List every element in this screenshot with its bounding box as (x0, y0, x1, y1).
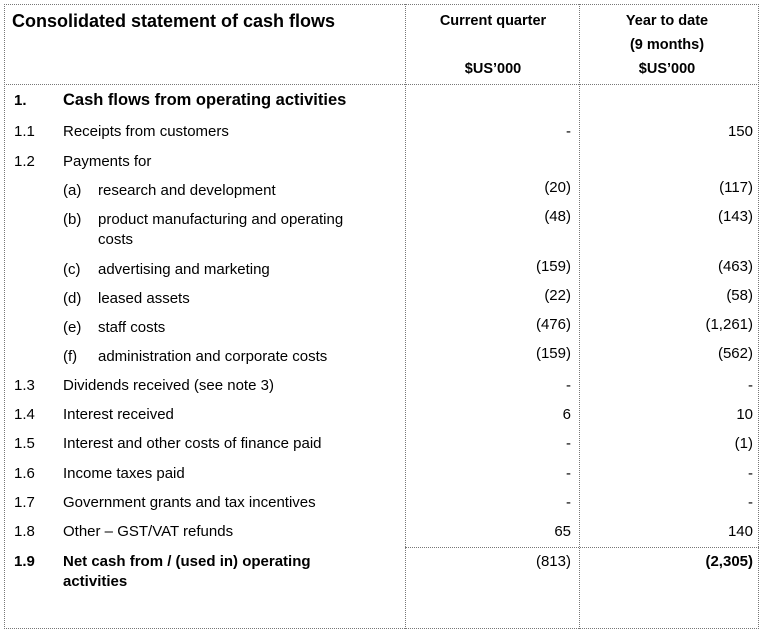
year-to-date-value: (463) (717, 258, 753, 275)
year-to-date-value: - (748, 494, 753, 511)
header-divider (4, 84, 759, 85)
row-letter: (a) (63, 182, 82, 199)
current-quarter-value: (159) (535, 258, 571, 275)
row-number: 1.2 (14, 153, 35, 170)
year-to-date-value: (1,261) (705, 316, 753, 333)
current-quarter-value: - (566, 377, 571, 394)
row-label: Net cash from / (used in) operating (63, 553, 311, 570)
row-label: Cash flows from operating activities (63, 91, 347, 109)
row-number: 1.5 (14, 435, 35, 452)
row-label-continued: costs (98, 231, 134, 248)
row-label: Payments for (63, 153, 152, 170)
current-quarter-value: (20) (544, 179, 571, 196)
row-label: Government grants and tax incentives (63, 494, 316, 511)
current-quarter-value: (22) (544, 287, 571, 304)
current-quarter-value: - (566, 123, 571, 140)
current-quarter-value: - (566, 494, 571, 511)
year-to-date-value: (2,305) (705, 553, 753, 570)
statement-title: Consolidated statement of cash flows (12, 11, 336, 31)
row-label: administration and corporate costs (98, 348, 328, 365)
row-label: Interest and other costs of finance paid (63, 435, 322, 452)
row-number: 1.8 (14, 523, 35, 540)
current-quarter-value: 65 (554, 523, 571, 540)
row-label: Receipts from customers (63, 123, 229, 140)
row-label: research and development (98, 182, 276, 199)
row-label: Dividends received (see note 3) (63, 377, 274, 394)
row-label: leased assets (98, 290, 190, 307)
current-quarter-value: - (566, 465, 571, 482)
year-to-date-value: (58) (726, 287, 753, 304)
column-divider (405, 4, 406, 629)
row-number: 1.1 (14, 123, 35, 140)
header-year-to-date-unit: $US’000 (638, 61, 696, 77)
total-divider (405, 547, 759, 548)
row-letter: (d) (63, 290, 82, 307)
row-label: Interest received (63, 406, 174, 423)
current-quarter-value: (813) (535, 553, 571, 570)
year-to-date-value: (562) (717, 345, 753, 362)
row-label: Other – GST/VAT refunds (63, 523, 234, 540)
column-divider (579, 4, 580, 629)
year-to-date-value: 140 (727, 523, 753, 540)
year-to-date-value: (1) (734, 435, 753, 452)
current-quarter-value: (48) (544, 208, 571, 225)
row-label-continued: activities (63, 573, 128, 590)
row-letter: (f) (63, 348, 78, 365)
row-number: 1.4 (14, 406, 35, 423)
statement-table (4, 4, 759, 629)
row-number: 1. (14, 92, 27, 109)
row-number: 1.9 (14, 553, 35, 570)
row-letter: (c) (63, 261, 81, 278)
row-number: 1.7 (14, 494, 35, 511)
row-label: Income taxes paid (63, 465, 185, 482)
header-year-to-date-period: (9 months) (629, 37, 705, 53)
year-to-date-value: (143) (717, 208, 753, 225)
year-to-date-value: 10 (736, 406, 753, 423)
current-quarter-value: 6 (562, 406, 571, 423)
year-to-date-value: 150 (727, 123, 753, 140)
row-label: advertising and marketing (98, 261, 270, 278)
row-letter: (b) (63, 211, 82, 228)
current-quarter-value: (476) (535, 316, 571, 333)
year-to-date-value: - (748, 465, 753, 482)
row-label: staff costs (98, 319, 166, 336)
current-quarter-value: - (566, 435, 571, 452)
row-label: product manufacturing and operating (98, 211, 344, 228)
row-number: 1.6 (14, 465, 35, 482)
header-year-to-date: Year to date (625, 13, 709, 29)
header-current-quarter-unit: $US’000 (464, 61, 522, 77)
year-to-date-value: - (748, 377, 753, 394)
header-current-quarter: Current quarter (439, 13, 547, 29)
year-to-date-value: (117) (719, 179, 753, 196)
row-number: 1.3 (14, 377, 35, 394)
current-quarter-value: (159) (535, 345, 571, 362)
row-letter: (e) (63, 319, 82, 336)
